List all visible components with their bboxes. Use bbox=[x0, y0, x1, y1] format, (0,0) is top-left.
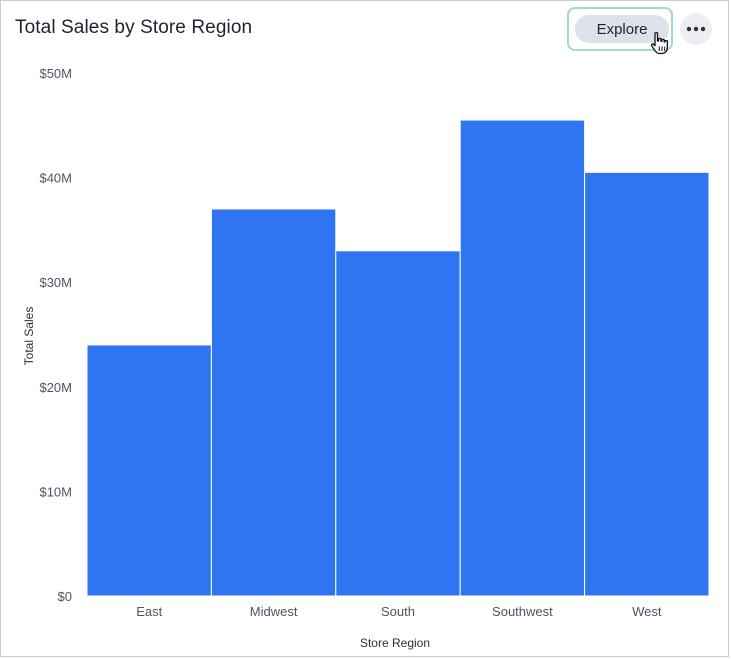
x-tick-label: South bbox=[381, 604, 415, 619]
y-tick-label: $20M bbox=[39, 380, 72, 395]
x-tick-label: East bbox=[136, 604, 162, 619]
y-tick-label: $30M bbox=[39, 275, 72, 290]
y-tick-label: $0 bbox=[58, 589, 72, 604]
y-tick-label: $40M bbox=[39, 171, 72, 186]
hand-pointer-icon bbox=[649, 31, 671, 55]
x-axis-title: Store Region bbox=[360, 636, 430, 650]
y-tick-label: $10M bbox=[39, 484, 72, 499]
y-tick-label: $50M bbox=[39, 66, 72, 81]
bar-south[interactable] bbox=[336, 251, 460, 596]
x-tick-label: West bbox=[632, 604, 662, 619]
bars bbox=[87, 120, 709, 596]
x-tick-label: Southwest bbox=[492, 604, 553, 619]
y-axis-title: Total Sales bbox=[22, 307, 36, 366]
x-tick-label: Midwest bbox=[250, 604, 298, 619]
bar-east[interactable] bbox=[87, 345, 211, 596]
bar-southwest[interactable] bbox=[460, 120, 584, 596]
x-axis: East Midwest South Southwest West bbox=[136, 604, 662, 619]
y-axis: $0 $10M $20M $30M $40M $50M bbox=[39, 66, 72, 604]
bar-midwest[interactable] bbox=[211, 209, 335, 596]
bar-west[interactable] bbox=[585, 172, 709, 596]
